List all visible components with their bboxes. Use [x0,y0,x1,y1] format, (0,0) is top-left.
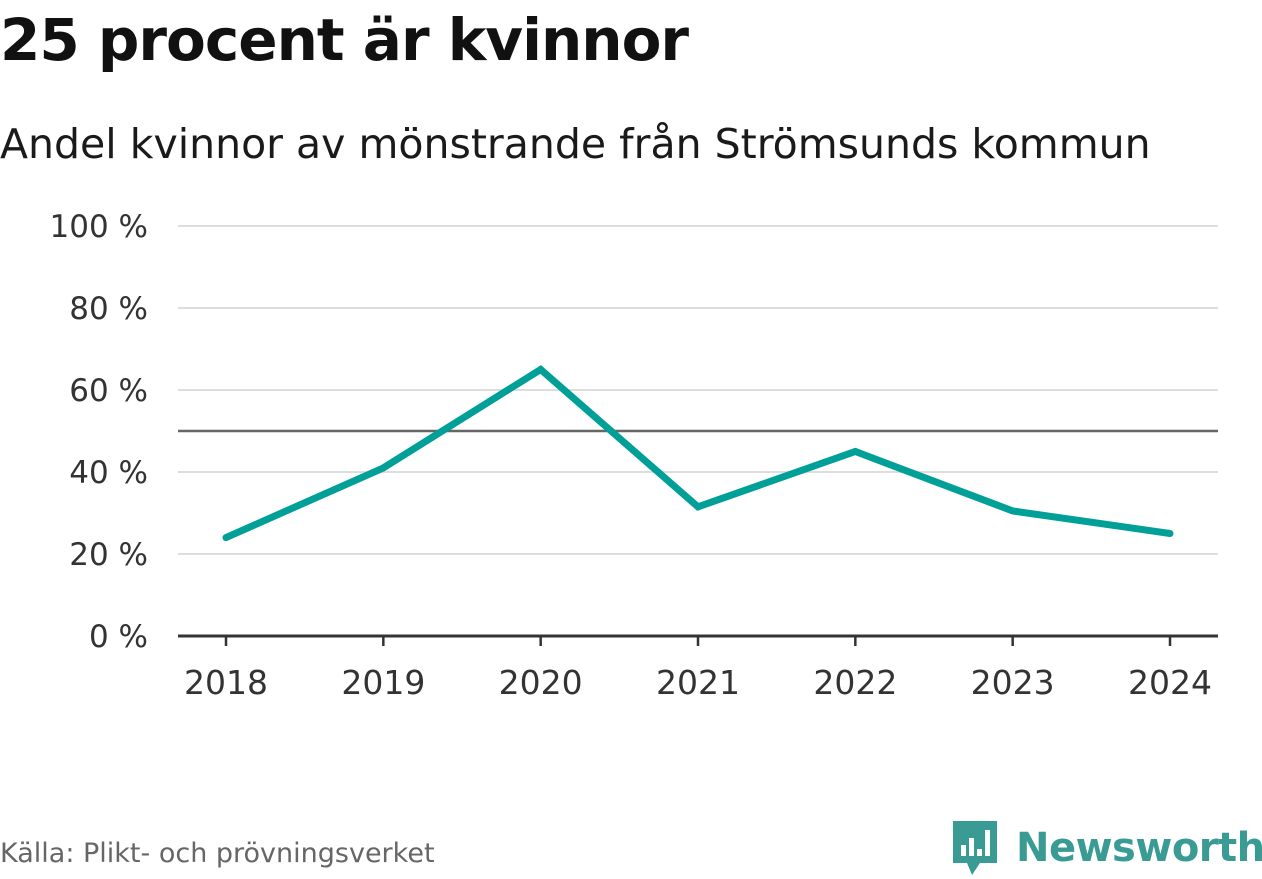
chart-title: 25 procent är kvinnor [0,6,689,74]
y-tick-label: 0 % [89,619,148,655]
data-point-2023 [1009,507,1017,515]
data-point-2022 [851,448,859,455]
x-tick-label: 2023 [971,663,1055,702]
y-tick-label: 60 % [69,373,148,409]
series-line [224,365,1171,541]
data-point-2018 [222,534,230,542]
x-tick-label: 2024 [1128,663,1212,702]
x-tick-label: 2021 [656,663,740,702]
x-tick-label: 2020 [499,663,583,702]
y-tick-label: 40 % [69,455,148,491]
data-point-2019 [379,464,387,472]
brand-logo: Newsworthy [950,818,1262,878]
x-tick-label: 2018 [184,663,268,702]
source-note: Källa: Plikt- och prövningsverket [0,838,435,869]
brand-name: Newsworthy [1016,825,1262,871]
newsworthy-logo-icon [953,821,997,875]
data-point-2020 [537,366,545,373]
y-tick-label: 80 % [69,291,148,327]
x-tick-label: 2022 [813,663,897,702]
data-point-2024 [1166,530,1174,537]
y-tick-label: 20 % [69,537,148,573]
y-tick-label: 100 % [50,209,148,245]
data-point-2021 [694,503,702,511]
x-tick-label: 2019 [341,663,425,702]
chart-subtitle: Andel kvinnor av mönstrande från Strömsu… [0,120,1151,168]
line-chart: 0 % 20 % 40 % 60 % 80 % 100 % 2018 2019 2020 2021… [50,209,1218,702]
